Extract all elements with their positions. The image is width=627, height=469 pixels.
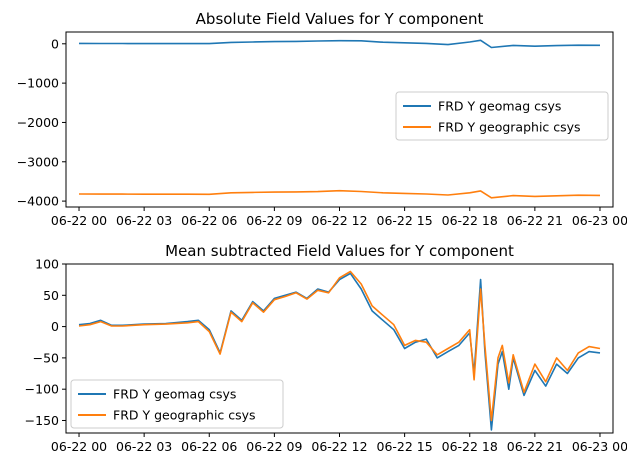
legend-label-series-1: FRD Y geomag csys	[438, 99, 561, 114]
series-line-2	[78, 189, 601, 199]
y-tick-label: −1000	[17, 76, 59, 91]
y-tick-label: 0	[51, 319, 59, 334]
y-tick-label: −3000	[17, 154, 59, 169]
chart-absolute-field: Absolute Field Values for Y component 0 −…	[17, 10, 627, 228]
x-tick-label: 06-22 21	[507, 439, 563, 454]
x-tick-label: 06-22 09	[246, 439, 302, 454]
chart-mean-subtracted-field: Mean subtracted Field Values for Y compo…	[25, 242, 627, 454]
y-tick-label: −100	[25, 382, 59, 397]
x-tick-label: 06-22 09	[246, 213, 302, 228]
y-tick-label: −2000	[17, 115, 59, 130]
legend-box	[70, 379, 284, 429]
y-tick-label: −50	[33, 350, 59, 365]
x-tick-label: 06-23 00	[572, 439, 627, 454]
legend-box	[395, 91, 609, 141]
x-tick-label: 06-22 06	[181, 213, 237, 228]
series-line-1	[78, 39, 601, 49]
legend-label-series-1: FRD Y geomag csys	[113, 387, 236, 402]
x-tick-label: 06-22 15	[377, 439, 433, 454]
x-tick-label: 06-23 00	[572, 213, 627, 228]
legend-label-series-2: FRD Y geographic csys	[113, 408, 256, 423]
x-tick-label: 06-22 21	[507, 213, 563, 228]
x-tick-label: 06-22 00	[51, 213, 107, 228]
x-tick-label: 06-22 15	[377, 213, 433, 228]
x-tick-label: 06-22 03	[116, 439, 172, 454]
y-tick-label: 0	[51, 36, 59, 51]
legend: FRD Y geomag csys FRD Y geographic csys	[395, 91, 609, 141]
y-tick-label: −4000	[17, 194, 59, 209]
y-tick-label: 50	[43, 288, 59, 303]
chart-title: Mean subtracted Field Values for Y compo…	[165, 242, 514, 260]
x-tick-label: 06-22 18	[442, 213, 498, 228]
x-tick-label: 06-22 03	[116, 213, 172, 228]
x-tick-label: 06-22 12	[311, 439, 367, 454]
x-tick-label: 06-22 06	[181, 439, 237, 454]
y-tick-label: −150	[25, 413, 59, 428]
x-tick-label: 06-22 00	[51, 439, 107, 454]
x-tick-label: 06-22 18	[442, 439, 498, 454]
x-tick-label: 06-22 12	[311, 213, 367, 228]
legend: FRD Y geomag csys FRD Y geographic csys	[70, 379, 284, 429]
legend-label-series-2: FRD Y geographic csys	[438, 120, 581, 135]
y-tick-label: 100	[35, 257, 59, 272]
series-line-2	[78, 270, 601, 422]
chart-title: Absolute Field Values for Y component	[196, 10, 484, 28]
